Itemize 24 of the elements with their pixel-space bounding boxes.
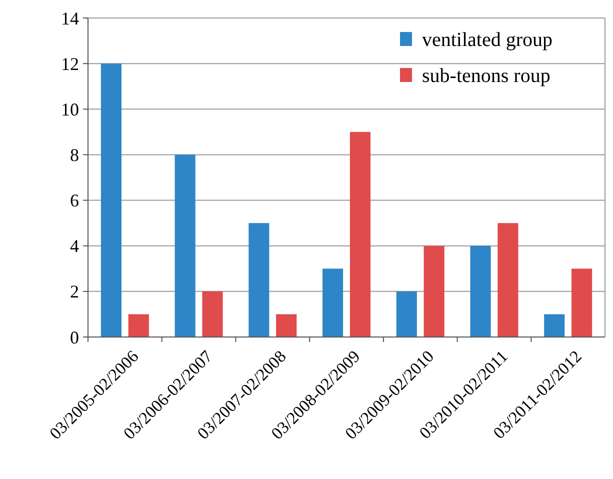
y-tick-label: 0 xyxy=(70,327,79,348)
y-tick-label: 14 xyxy=(61,8,79,28)
bar xyxy=(100,64,122,337)
bar xyxy=(322,268,344,337)
bar xyxy=(174,154,196,337)
bar xyxy=(276,314,297,337)
y-tick-label: 10 xyxy=(61,99,79,120)
bar xyxy=(544,314,565,337)
legend-label: ventilated group xyxy=(422,29,553,51)
bar xyxy=(424,246,444,337)
y-tick-label: 8 xyxy=(70,145,79,166)
bar xyxy=(470,246,491,337)
legend-label: sub-tenons roup xyxy=(422,65,550,87)
y-tick-label: 12 xyxy=(61,54,79,74)
y-tick-label: 4 xyxy=(70,236,79,256)
bar xyxy=(572,268,592,337)
bar xyxy=(248,223,270,337)
y-tick-label: 2 xyxy=(70,282,79,302)
bar xyxy=(350,132,371,337)
bar xyxy=(498,223,518,337)
bar xyxy=(396,291,417,337)
bar xyxy=(128,314,149,337)
y-tick-label: 6 xyxy=(70,190,79,211)
bar xyxy=(202,291,223,337)
